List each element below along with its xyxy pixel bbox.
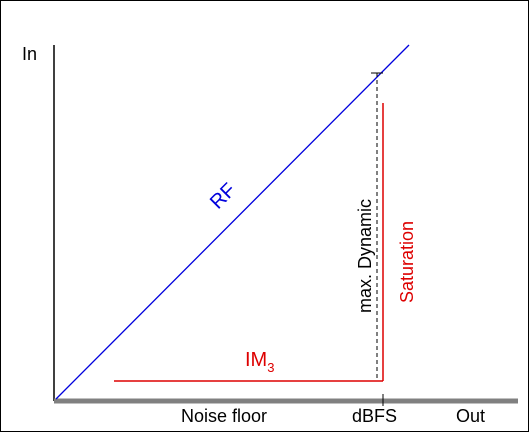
x-axis-label: Out bbox=[456, 406, 485, 426]
dbfs-label: dBFS bbox=[352, 406, 397, 426]
im3-label: IM3 bbox=[245, 349, 274, 375]
im3-subscript: 3 bbox=[267, 360, 274, 375]
noise-floor-label: Noise floor bbox=[181, 406, 267, 426]
saturation-label: Saturation bbox=[397, 221, 417, 303]
max-dynamic-label: max. Dynamic bbox=[355, 199, 375, 313]
rf-line bbox=[55, 44, 410, 400]
rf-label: RF bbox=[206, 179, 240, 213]
y-axis-label: In bbox=[22, 44, 37, 64]
